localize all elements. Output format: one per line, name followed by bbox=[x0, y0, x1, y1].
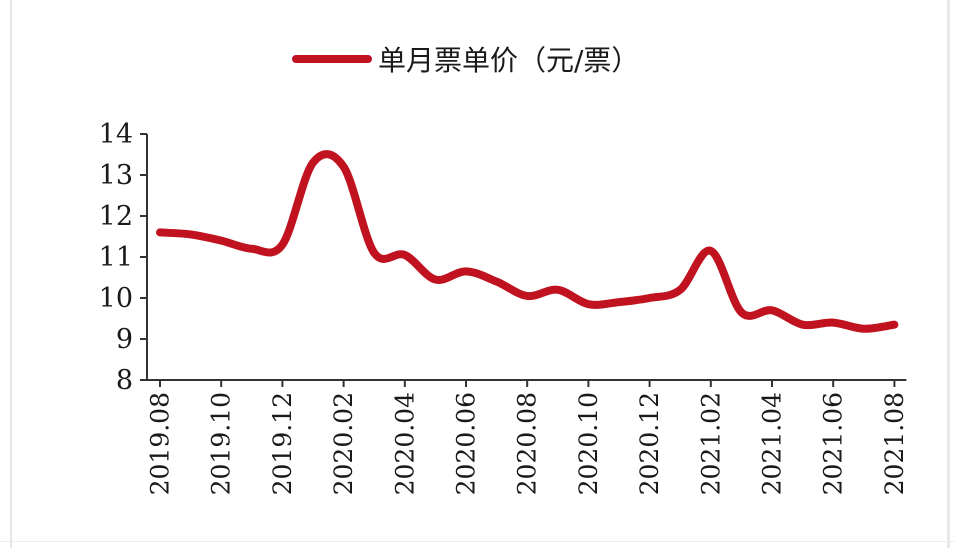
data-point bbox=[619, 302, 620, 303]
x-tick-label: 2020.12 bbox=[635, 392, 664, 495]
data-point bbox=[466, 271, 467, 272]
x-tick-label: 2019.08 bbox=[146, 392, 175, 495]
x-tick-label: 2021.06 bbox=[819, 392, 848, 495]
data-point bbox=[557, 289, 558, 290]
data-point bbox=[160, 232, 161, 233]
data-point bbox=[251, 248, 252, 249]
data-point bbox=[404, 254, 405, 255]
data-point bbox=[833, 322, 834, 323]
data-point bbox=[343, 166, 344, 167]
x-tick-label: 2020.06 bbox=[452, 392, 481, 495]
data-point bbox=[802, 324, 803, 325]
axes bbox=[146, 134, 907, 381]
x-tick-label: 2021.02 bbox=[696, 392, 725, 495]
data-point bbox=[741, 312, 742, 313]
x-tick-label: 2021.04 bbox=[758, 392, 787, 495]
y-tick-label: 11 bbox=[99, 242, 133, 273]
x-axis-ticks: 2019.08 2019.10 2019.12 2020.02 2020.04 2020.… bbox=[146, 380, 909, 495]
legend-label: 单月票单价（元/票） bbox=[378, 44, 639, 77]
data-point bbox=[527, 295, 528, 296]
y-tick-label: 14 bbox=[99, 119, 133, 150]
x-tick-label: 2020.10 bbox=[574, 392, 603, 495]
x-tick-label: 2020.04 bbox=[390, 392, 419, 495]
frame-left-border bbox=[10, 0, 12, 548]
data-point bbox=[863, 328, 864, 329]
data-point bbox=[649, 298, 650, 299]
data-point bbox=[680, 289, 681, 290]
y-tick-label: 9 bbox=[116, 324, 133, 355]
data-point bbox=[894, 324, 895, 325]
y-tick-label: 8 bbox=[116, 365, 133, 396]
legend: 单月票单价（元/票） bbox=[292, 44, 639, 77]
x-tick-label: 2020.02 bbox=[329, 392, 358, 495]
y-tick-label: 12 bbox=[99, 201, 133, 232]
data-point bbox=[588, 304, 589, 305]
data-point bbox=[282, 244, 283, 245]
data-point bbox=[496, 281, 497, 282]
frame-right-border bbox=[947, 0, 950, 548]
data-point bbox=[221, 240, 222, 241]
x-tick-label: 2021.08 bbox=[880, 392, 909, 495]
y-tick-label: 13 bbox=[99, 160, 133, 191]
data-point bbox=[710, 250, 711, 251]
y-tick-label: 10 bbox=[99, 283, 133, 314]
x-tick-label: 2019.12 bbox=[268, 392, 297, 495]
series-line bbox=[156, 150, 899, 333]
series-group bbox=[156, 150, 899, 333]
data-point bbox=[313, 162, 314, 163]
data-point bbox=[374, 252, 375, 253]
data-point bbox=[190, 234, 191, 235]
y-axis-ticks: 8 9 10 11 12 13 14 bbox=[99, 119, 147, 396]
x-tick-label: 2019.10 bbox=[207, 392, 236, 495]
data-point bbox=[435, 279, 436, 280]
data-point bbox=[772, 310, 773, 311]
x-tick-label: 2020.08 bbox=[513, 392, 542, 495]
frame-bottom-border bbox=[0, 541, 954, 542]
